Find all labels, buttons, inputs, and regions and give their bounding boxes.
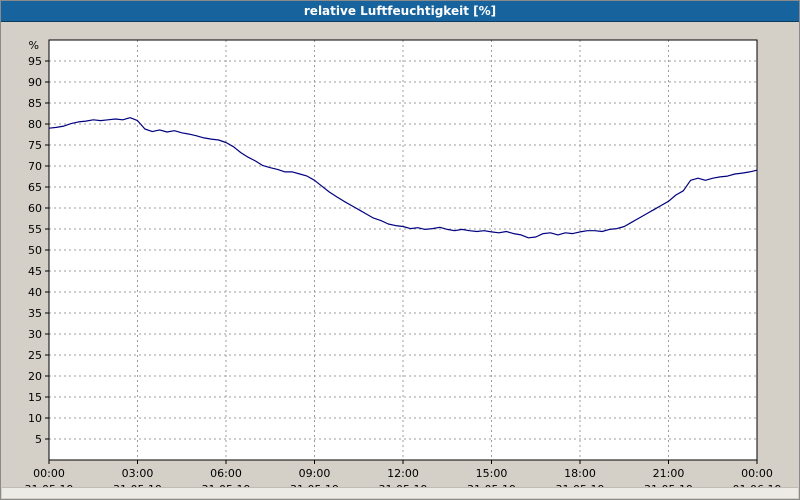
y-tick-label: 80 [28,118,42,131]
x-tick-time-label: 06:00 [210,467,242,480]
x-tick-time-label: 15:00 [476,467,508,480]
y-tick-label: 40 [28,286,42,299]
y-tick-label: 20 [28,370,42,383]
y-tick-label: 50 [28,244,42,257]
y-tick-label: 15 [28,391,42,404]
humidity-line [48,117,758,239]
y-tick-label: 90 [28,76,42,89]
y-tick-label: 60 [28,202,42,215]
window-title: relative Luftfeuchtigkeit [%] [303,4,497,18]
plot-border [48,39,758,461]
x-tick-time-label: 00:00 [33,467,65,480]
y-tick-label: 95 [28,55,42,68]
humidity-chart: 5 10 15 20 25 30 35 40 45 50 55 60 65 70 75 80 85 90 95 00:… [25,39,782,496]
x-tick-time-label: 03:00 [122,467,154,480]
x-tick-time-label: 00:00 [741,467,773,480]
x-tick-time-label: 09:00 [299,467,331,480]
bottom-strip [2,487,798,498]
y-tick-label: 35 [28,307,42,320]
y-tick-label: 30 [28,328,42,341]
chart-area: 5 10 15 20 25 30 35 40 45 50 55 60 65 70 75 80 85 90 95 00:… [1,22,799,496]
y-tick-label: 65 [28,181,42,194]
y-axis-unit-label: % [29,39,39,52]
y-tick-label: 5 [35,433,42,446]
x-tick-time-label: 18:00 [564,467,596,480]
window-titlebar[interactable]: relative Luftfeuchtigkeit [%] [1,1,799,22]
y-tick-label: 25 [28,349,42,362]
y-tick-label: 85 [28,97,42,110]
y-tick-label: 45 [28,265,42,278]
y-tick-label: 55 [28,223,42,236]
x-tick-time-label: 21:00 [653,467,685,480]
x-tick-time-label: 12:00 [387,467,419,480]
y-tick-label: 10 [28,412,42,425]
y-tick-label: 70 [28,160,42,173]
y-tick-label: 75 [28,139,42,152]
